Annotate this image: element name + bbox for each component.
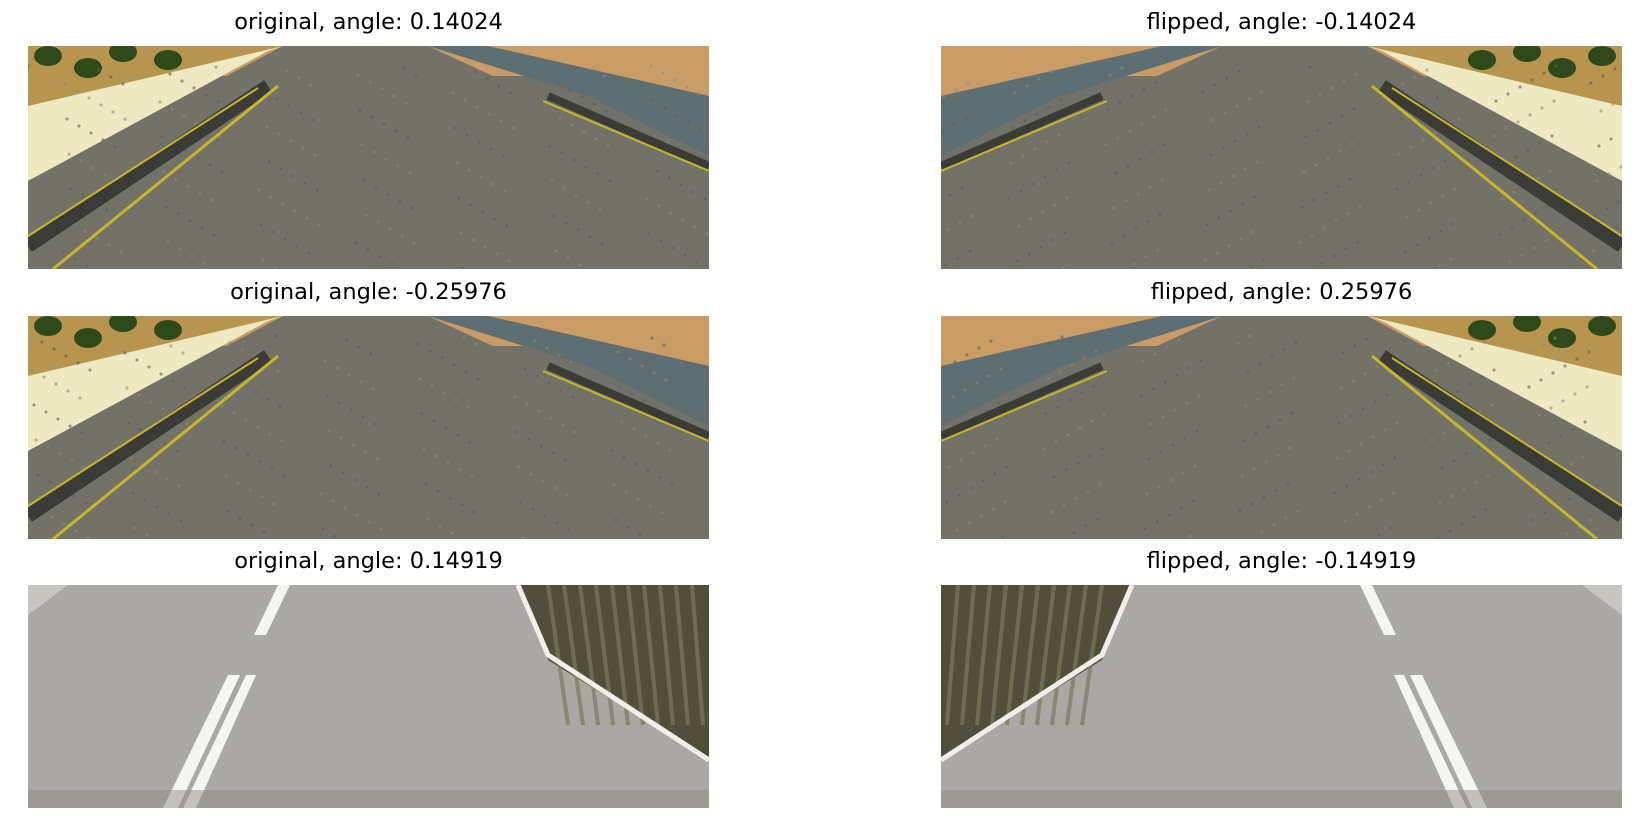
- panel-title: flipped, angle: -0.14919: [1146, 548, 1417, 574]
- road-image-original-desert-2: [28, 316, 709, 539]
- road-image-flipped-desert-2: [941, 316, 1622, 539]
- road-image-original-desert: [28, 46, 709, 269]
- road-image-flipped-desert: [941, 46, 1622, 269]
- panel-title: original, angle: -0.25976: [230, 279, 507, 305]
- panel-title: flipped, angle: -0.14024: [1146, 9, 1417, 35]
- road-image-flipped-city: [941, 585, 1622, 808]
- road-image-original-city: [28, 585, 709, 808]
- panel-title: flipped, angle: 0.25976: [1150, 279, 1413, 305]
- panel-title: original, angle: 0.14024: [234, 9, 503, 35]
- panel-title: original, angle: 0.14919: [234, 548, 503, 574]
